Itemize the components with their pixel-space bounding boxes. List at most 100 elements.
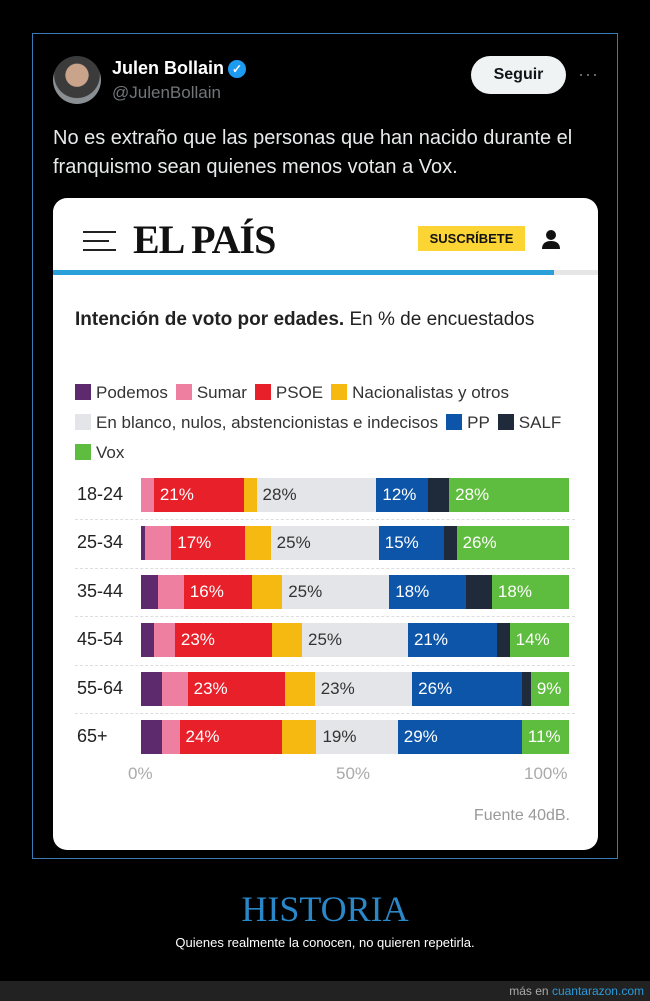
more-options-icon[interactable]: ··· [578, 64, 599, 84]
bar-segment-salf [466, 574, 492, 609]
data-label: 12% [382, 485, 417, 504]
bar-segment-salf [496, 623, 510, 658]
legend-swatch [254, 384, 271, 400]
bar-segment-nacionalistas [244, 526, 271, 561]
bar-segment-podemos [141, 720, 163, 754]
legend-label: Sumar [196, 383, 247, 402]
bar-segment-vox: 28% [449, 478, 569, 512]
data-label: 25% [308, 630, 343, 650]
x-tick: 100% [524, 764, 568, 783]
author-handle[interactable]: @JulenBollain [112, 83, 221, 102]
bar-segment-pp: 29% [397, 720, 522, 754]
data-label: 25% [288, 581, 323, 601]
chart-legend: Podemos Sumar PSOE Nacionalistas y otros En … [75, 378, 585, 468]
avatar[interactable] [53, 56, 101, 104]
bar-segment-pp: 15% [378, 526, 444, 561]
bar-segment-sumar [153, 623, 175, 658]
legend-item: Nacionalistas y otros [331, 378, 509, 408]
stacked-bar: 21% 28% 12% 28% [141, 478, 569, 512]
bar-segment-nacionalistas [282, 720, 317, 754]
row-divider [75, 664, 575, 666]
author-name-text: Julen Bollain [112, 58, 225, 78]
data-label: 19% [322, 727, 357, 746]
row-divider [75, 519, 575, 521]
bar-segment-en: 25% [302, 623, 408, 658]
bar-segment-psoe: 17% [171, 526, 245, 561]
hamburger-menu-icon [83, 231, 116, 258]
data-label: 17% [177, 533, 212, 553]
row-label: 45-54 [77, 629, 124, 650]
legend-swatch [175, 384, 192, 400]
data-label: 24% [185, 727, 220, 746]
stacked-bar: 23% 25% 21% 14% [141, 623, 569, 658]
bar-segment-vox: 14% [509, 623, 569, 658]
bar-row: 35-44 16% 25% 18% 18% [53, 574, 598, 609]
site-link[interactable]: cuantarazon.com [551, 984, 644, 998]
bar-row: 65+ 24% 19% 29% 11% [53, 720, 598, 754]
bar-segment-pp: 21% [407, 623, 497, 658]
x-tick: 50% [336, 764, 371, 783]
row-label: 65+ [77, 726, 108, 746]
chart-source: Fuente 40dB. [473, 807, 570, 824]
author-name[interactable]: Julen Bollain ✓ [112, 58, 247, 79]
data-label: 18% [395, 581, 430, 601]
verified-badge-icon: ✓ [228, 60, 247, 78]
data-label: 28% [455, 485, 490, 504]
user-icon [542, 230, 560, 249]
post-heading: HISTORIA [241, 889, 409, 929]
attached-image[interactable]: EL PAÍS SUSCRÍBETE Intención de voto por… [53, 198, 598, 850]
legend-swatch [497, 414, 514, 430]
bar-segment-sumar [141, 478, 154, 512]
subscribe-button: SUSCRÍBETE [418, 226, 525, 251]
bar-segment-psoe: 23% [187, 671, 286, 706]
bar-row: 25-34 17% 25% 15% 26% [53, 526, 598, 561]
legend-item: Sumar [175, 378, 247, 408]
row-label: 18-24 [77, 484, 124, 504]
bar-segment-pp: 18% [389, 574, 467, 609]
bar-segment-podemos [141, 671, 163, 706]
bar-segment-en: 25% [270, 526, 379, 561]
bar-segment-podemos [141, 526, 146, 561]
legend-item: SALF [497, 408, 561, 438]
legend-swatch [75, 414, 91, 430]
stacked-bar: 24% 19% 29% 11% [141, 720, 569, 754]
x-tick: 0% [128, 764, 153, 783]
legend-item: Vox [75, 438, 124, 468]
row-label: 25-34 [77, 532, 124, 553]
bar-segment-podemos [141, 623, 154, 658]
bar-row: 45-54 23% 25% 21% 14% [53, 623, 598, 658]
bar-segment-vox: 11% [521, 720, 569, 754]
row-label: 35-44 [77, 580, 124, 601]
data-label: 23% [320, 678, 355, 698]
bar-segment-en: 23% [314, 671, 413, 706]
bar-segment-vox: 26% [456, 526, 569, 561]
bar-segment-psoe: 16% [183, 574, 253, 609]
data-label: 25% [276, 533, 311, 553]
chart-title: Intención de voto por edades. En % de en… [75, 309, 535, 330]
data-label: 14% [515, 630, 550, 650]
data-label: 9% [536, 678, 562, 698]
bar-segment-salf [427, 478, 450, 512]
bar-segment-nacionalistas [243, 478, 257, 512]
footer-text: más en [509, 984, 552, 998]
post-frame [32, 33, 618, 859]
row-divider [75, 567, 575, 569]
data-label: 11% [527, 727, 561, 746]
row-divider [75, 713, 575, 714]
legend-label: PSOE [275, 383, 324, 402]
legend-swatch [75, 444, 91, 460]
bar-segment-psoe: 24% [179, 720, 283, 754]
bar-segment-salf [443, 526, 457, 561]
legend-item: En blanco, nulos, abstencionistas e inde… [75, 408, 438, 438]
bar-segment-pp: 12% [376, 478, 428, 512]
follow-button[interactable]: Seguir [471, 56, 566, 94]
legend-swatch [75, 384, 91, 400]
legend-item: PSOE [254, 378, 324, 408]
stacked-bar: 23% 23% 26% 9% [141, 671, 569, 706]
legend-swatch [446, 414, 463, 430]
post-subheading: Quienes realmente la conocen, no quieren… [175, 935, 475, 950]
data-label: 26% [462, 533, 497, 553]
legend-label: En blanco, nulos, abstencionistas e inde… [96, 413, 439, 432]
data-label: 21% [159, 485, 194, 504]
stacked-bar: 16% 25% 18% 18% [141, 574, 569, 609]
